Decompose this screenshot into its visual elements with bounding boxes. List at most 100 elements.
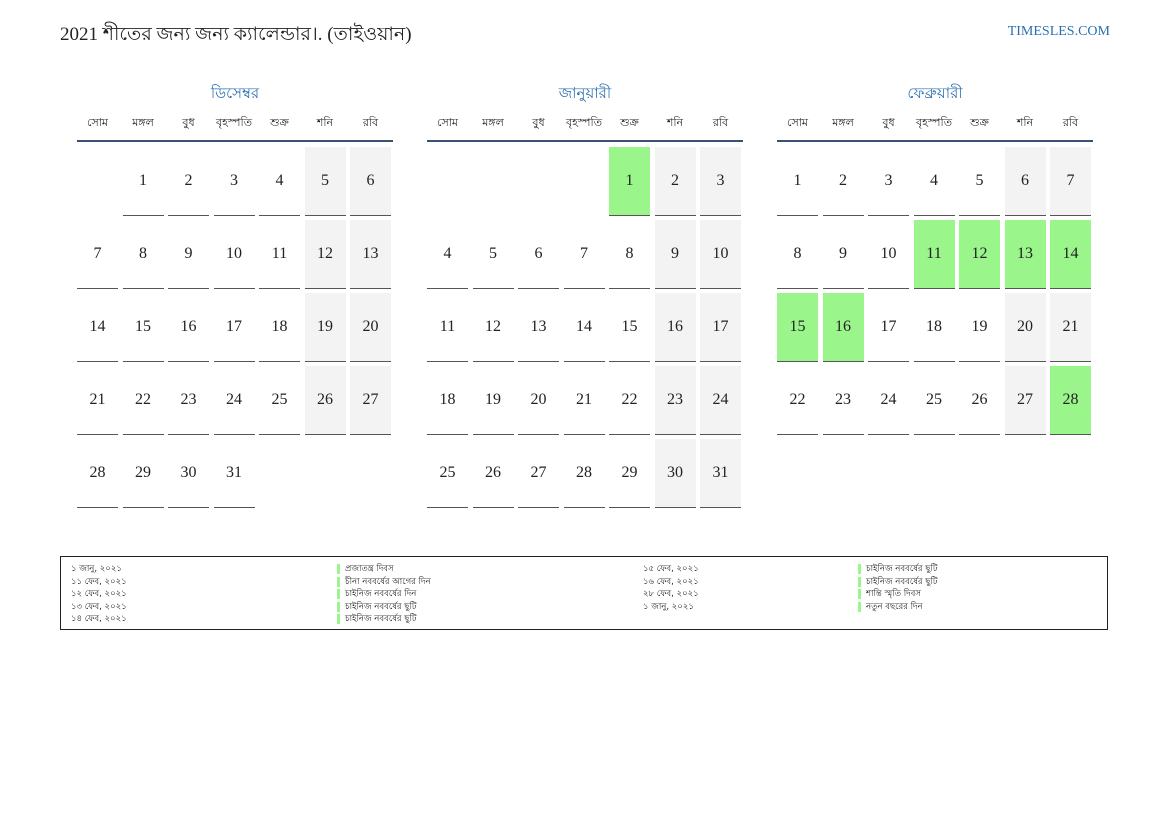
day-cell[interactable]: 23 <box>654 366 696 435</box>
day-cell[interactable]: 8 <box>609 220 650 289</box>
weekday-label: সোম <box>436 115 459 129</box>
day-cell[interactable]: 1 <box>122 147 164 216</box>
day-cell[interactable]: 24 <box>700 366 741 435</box>
day-cell[interactable]: 7 <box>563 220 605 289</box>
day-cell[interactable]: 7 <box>77 220 118 289</box>
day-cell[interactable]: 3 <box>700 147 741 216</box>
day-cell[interactable]: 19 <box>959 293 1000 362</box>
day-cell[interactable]: 22 <box>777 366 818 435</box>
day-cell[interactable]: 27 <box>1004 366 1046 435</box>
day-cell[interactable]: 17 <box>868 293 909 362</box>
day-cell[interactable]: 20 <box>1004 293 1046 362</box>
day-cell[interactable]: 24 <box>868 366 909 435</box>
day-cell[interactable]: 10 <box>213 220 255 289</box>
day-cell[interactable]: 18 <box>427 366 468 435</box>
day-cell[interactable]: 15 <box>609 293 650 362</box>
day-cell[interactable]: 12 <box>472 293 514 362</box>
day-cell[interactable]: 27 <box>350 366 391 435</box>
legend-holiday-name: চাইনিজ নববর্ষের ছুটি <box>858 564 938 574</box>
day-cell[interactable]: 9 <box>822 220 864 289</box>
day-cell[interactable]: 30 <box>168 439 209 508</box>
day-cell[interactable]: 23 <box>822 366 864 435</box>
day-cell[interactable]: 24 <box>213 366 255 435</box>
day-cell[interactable]: 11 <box>259 220 300 289</box>
day-cell[interactable]: 31 <box>700 439 741 508</box>
weekday-label: মঙ্গল <box>482 115 504 129</box>
day-cell[interactable]: 4 <box>427 220 468 289</box>
empty-cell <box>564 147 605 216</box>
day-cell[interactable]: 20 <box>518 366 559 435</box>
day-cell[interactable]: 20 <box>350 293 391 362</box>
day-cell[interactable]: 1 <box>777 147 818 216</box>
day-cell[interactable]: 29 <box>609 439 650 508</box>
day-cell[interactable]: 11 <box>427 293 468 362</box>
site-link[interactable]: TIMESLES.COM <box>1007 24 1110 39</box>
day-cell[interactable]: 15 <box>122 293 164 362</box>
day-cell[interactable]: 21 <box>563 366 605 435</box>
day-cell[interactable]: 11 <box>913 220 955 289</box>
day-cell[interactable]: 30 <box>654 439 696 508</box>
day-cell[interactable]: 2 <box>654 147 696 216</box>
day-cell[interactable]: 18 <box>913 293 955 362</box>
day-cell[interactable]: 10 <box>868 220 909 289</box>
day-cell[interactable]: 9 <box>168 220 209 289</box>
day-cell[interactable]: 28 <box>77 439 118 508</box>
day-cell[interactable]: 4 <box>913 147 955 216</box>
day-cell[interactable]: 14 <box>563 293 605 362</box>
day-cell[interactable]: 9 <box>654 220 696 289</box>
day-cell[interactable]: 25 <box>427 439 468 508</box>
day-cell[interactable]: 13 <box>1004 220 1046 289</box>
day-cell[interactable]: 12 <box>959 220 1000 289</box>
day-cell[interactable]: 17 <box>213 293 255 362</box>
day-cell[interactable]: 16 <box>168 293 209 362</box>
day-cell[interactable]: 16 <box>654 293 696 362</box>
day-cell[interactable]: 21 <box>77 366 118 435</box>
day-cell[interactable]: 4 <box>259 147 300 216</box>
day-cell[interactable]: 2 <box>822 147 864 216</box>
day-cell[interactable]: 25 <box>259 366 300 435</box>
weekday-label: শনি <box>1016 115 1034 129</box>
day-cell[interactable]: 5 <box>959 147 1000 216</box>
day-cell[interactable]: 26 <box>959 366 1000 435</box>
day-cell[interactable]: 23 <box>168 366 209 435</box>
day-cell[interactable]: 8 <box>777 220 818 289</box>
day-cell[interactable]: 22 <box>609 366 650 435</box>
day-cell[interactable]: 6 <box>350 147 391 216</box>
day-cell[interactable]: 31 <box>213 439 255 508</box>
day-cell[interactable]: 16 <box>822 293 864 362</box>
weekday-label: রবি <box>712 115 729 129</box>
day-cell[interactable]: 5 <box>472 220 514 289</box>
day-cell[interactable]: 18 <box>259 293 300 362</box>
day-cell[interactable]: 7 <box>1050 147 1091 216</box>
day-cell[interactable]: 13 <box>518 293 559 362</box>
day-cell[interactable]: 27 <box>518 439 559 508</box>
day-cell[interactable]: 29 <box>122 439 164 508</box>
day-cell[interactable]: 13 <box>350 220 391 289</box>
day-cell[interactable]: 3 <box>213 147 255 216</box>
day-cell[interactable]: 28 <box>1050 366 1091 435</box>
day-cell[interactable]: 22 <box>122 366 164 435</box>
day-cell[interactable]: 17 <box>700 293 741 362</box>
day-cell[interactable]: 28 <box>563 439 605 508</box>
day-cell[interactable]: 21 <box>1050 293 1091 362</box>
day-cell[interactable]: 8 <box>122 220 164 289</box>
day-cell[interactable]: 14 <box>77 293 118 362</box>
day-cell[interactable]: 1 <box>609 147 650 216</box>
day-cell[interactable]: 26 <box>304 366 346 435</box>
day-cell[interactable]: 12 <box>304 220 346 289</box>
day-cell[interactable]: 19 <box>472 366 514 435</box>
legend-date: ২৮ ফেব, ২০২১ <box>643 589 699 599</box>
day-cell[interactable]: 6 <box>1004 147 1046 216</box>
day-cell[interactable]: 2 <box>168 147 209 216</box>
day-cell[interactable]: 6 <box>518 220 559 289</box>
day-cell[interactable]: 15 <box>777 293 818 362</box>
day-cell[interactable]: 3 <box>868 147 909 216</box>
day-cell[interactable]: 19 <box>304 293 346 362</box>
day-cell[interactable]: 10 <box>700 220 741 289</box>
legend-holiday: চীনা নববর্ষের আগের দিন <box>337 576 431 589</box>
legend-date: ১ জানু, ২০২১ <box>71 564 122 574</box>
day-cell[interactable]: 5 <box>304 147 346 216</box>
day-cell[interactable]: 26 <box>472 439 514 508</box>
day-cell[interactable]: 25 <box>913 366 955 435</box>
day-cell[interactable]: 14 <box>1050 220 1091 289</box>
